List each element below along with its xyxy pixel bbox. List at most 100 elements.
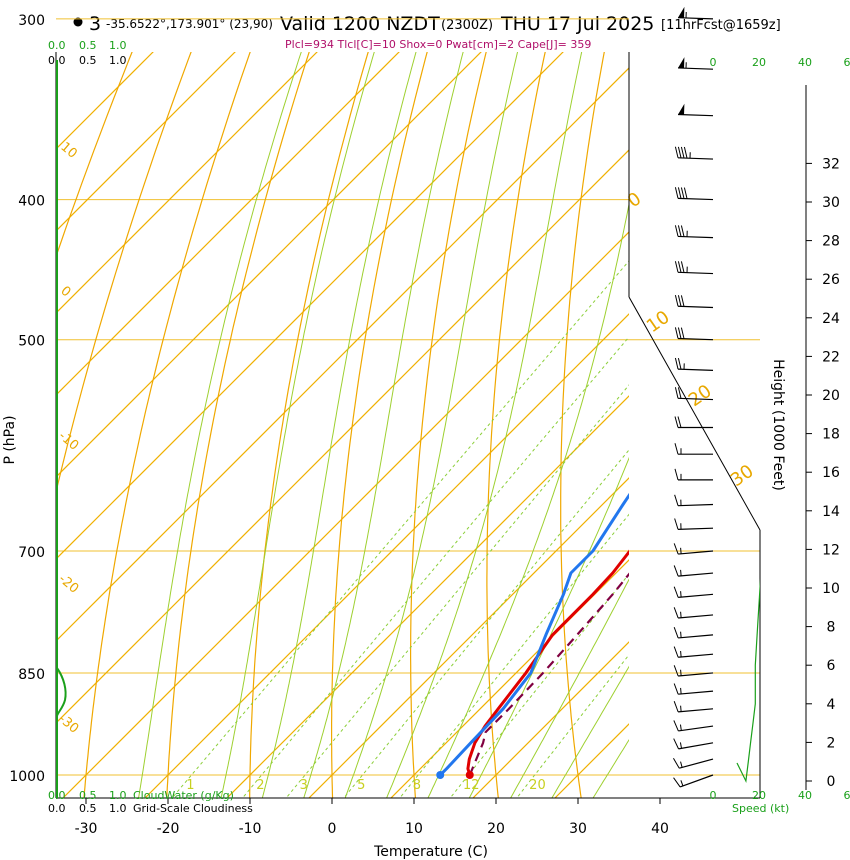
isotherm-line: [62, 231, 629, 798]
height-axis-label: Height (1000 Feet): [770, 359, 786, 491]
wind-barb: [674, 443, 713, 455]
wind-barb: [678, 6, 714, 20]
moist-adiabat-line: [427, 201, 629, 798]
wind-barb: [678, 57, 714, 70]
wind-barb: [673, 565, 714, 577]
dry-adiabat-label: -30: [55, 712, 81, 737]
wind-barb-staff: [678, 527, 714, 530]
moist-adiabat-label: 30: [727, 461, 758, 491]
wind-barb: [673, 758, 714, 769]
wind-barb-flag: [673, 543, 679, 555]
isotherm-line: [226, 395, 629, 798]
pressure-tick-label: 850: [18, 667, 45, 683]
y-axis-label: P (hPa): [2, 415, 18, 464]
isotherm-line: [144, 313, 629, 798]
moist-adiabat-lines: [138, 52, 629, 798]
moist-adiabat-line: [303, 52, 464, 798]
wind-barb-pennant: [678, 57, 685, 69]
moist-adiabat-line: [261, 52, 417, 798]
mixing-ratio-line: [399, 513, 629, 798]
speed-axis-label: Speed (kt): [732, 802, 789, 815]
height-tick-label: 0: [827, 774, 836, 790]
wind-barb-half-flag: [680, 611, 682, 618]
wind-barb-half-flag: [679, 724, 682, 731]
wind-barb-staff: [678, 67, 714, 70]
station-coords: -35.6522°,173.901° (23,90): [106, 17, 273, 31]
wind-barb-half-flag: [679, 742, 682, 749]
wind-barb-staff: [678, 614, 714, 619]
height-tick-label: 32: [822, 156, 840, 172]
wind-barb-staff: [678, 503, 714, 507]
wind-barb-staff: [678, 593, 714, 598]
wind-barb-staff: [678, 690, 714, 695]
speed-tick-top: 20: [752, 56, 766, 69]
wind-barb-half-flag: [680, 705, 682, 712]
isotherm-line: [56, 67, 629, 642]
wind-barb: [673, 586, 714, 598]
height-tick-label: 18: [822, 427, 840, 443]
height-tick-label: 26: [822, 272, 840, 288]
station-marker-icon: [73, 17, 83, 27]
forecast-info: [11hrFcst@1659z]: [661, 18, 781, 33]
moist-adiabat-label: 0: [624, 188, 645, 212]
wind-barb-flag: [673, 665, 679, 677]
sounding-series: [436, 492, 629, 779]
wind-barb-staff: [678, 271, 714, 275]
isotherm-line: [56, 52, 154, 150]
wind-barb-half-flag: [680, 569, 682, 576]
isotherm-line: [56, 149, 629, 724]
wind-barb-staff: [678, 157, 714, 160]
isotherm-line: [56, 52, 482, 478]
speed-tick-top: 0: [710, 56, 717, 69]
x-axis-ticks: -30 -20 -10 0 10 20 30 40: [75, 798, 669, 837]
station-number: 3: [89, 13, 101, 35]
cloudiness-tick-bottom: 0.5: [79, 802, 97, 815]
height-tick-label: 24: [822, 311, 840, 327]
wind-barb-flag: [680, 146, 685, 159]
wind-barb-half-flag: [680, 669, 682, 676]
moist-adiabat-line: [138, 52, 302, 798]
surface-temperature-point: [465, 771, 474, 779]
mixing-ratio-label: 8: [413, 778, 421, 793]
wind-barb-flag: [677, 261, 682, 273]
wind-barb-half-flag: [680, 650, 682, 658]
wind-barb-staff: [679, 774, 714, 788]
moist-adiabat-line: [344, 52, 519, 798]
wind-barb-half-flag: [680, 780, 684, 787]
height-tick-label: 16: [822, 465, 840, 481]
height-tick-label: 12: [822, 542, 840, 558]
moist-adiabat-line: [510, 578, 629, 798]
wind-barb-flag: [674, 416, 679, 428]
height-tick-label: 30: [822, 195, 840, 211]
wind-barb: [674, 518, 714, 530]
dry-adiabat-line: [166, 52, 310, 798]
wind-barb-flag: [674, 261, 679, 273]
mixing-ratio-label: 20: [529, 778, 546, 793]
speed-tick-bottom: 20: [752, 789, 766, 802]
dry-adiabat-line: [56, 52, 192, 495]
x-tick-label: -30: [75, 821, 98, 837]
wind-barb: [674, 494, 714, 507]
wind-barb: [678, 103, 714, 117]
wind-barb-flag: [674, 225, 679, 237]
wind-barb-staff: [678, 572, 714, 577]
wind-barb-half-flag: [680, 761, 683, 768]
wind-barb-flag: [673, 758, 680, 769]
wind-barb-flag: [677, 295, 682, 307]
cloudiness-tick-bottom: 1.0: [109, 802, 127, 815]
moist-adiabat-line: [220, 52, 375, 798]
mixing-ratio-label: 3: [300, 778, 308, 793]
wind-barb: [674, 187, 714, 201]
wind-barb-staff: [678, 305, 714, 309]
x-tick-label: -20: [157, 821, 180, 837]
dewpoint-line: [439, 492, 629, 777]
height-tick-label: 2: [827, 735, 836, 751]
speed-tick-bottom: 6: [844, 789, 850, 802]
wind-barb: [673, 738, 714, 750]
wind-barb-flag: [680, 327, 685, 339]
moist-adiabat-line: [592, 739, 629, 798]
moist-adiabat-line: [386, 52, 583, 798]
isotherm-line: [56, 52, 564, 560]
wind-barb-flag: [674, 518, 679, 530]
